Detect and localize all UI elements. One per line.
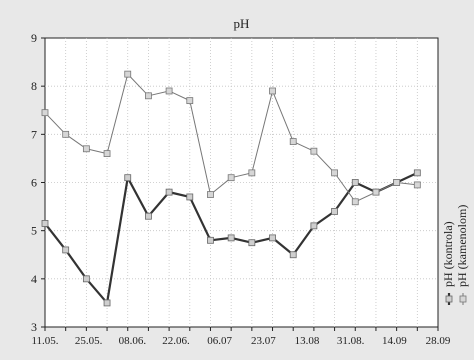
x-tick-label: 06.07 [207,335,232,347]
data-point [103,150,111,158]
y-tick-label: 6 [31,176,37,190]
x-tick-label: 22.06. [162,335,190,347]
y-tick-label: 5 [31,224,37,238]
data-point [145,212,152,220]
legend-marker [459,295,467,303]
y-tick-label: 4 [31,272,37,286]
data-point [186,193,194,201]
chart-title: pH [234,16,250,31]
data-point [289,138,297,145]
data-point [62,130,70,138]
data-point [186,97,194,105]
data-point [41,109,49,117]
data-point [165,87,173,95]
y-tick-label: 3 [31,320,37,334]
data-point [310,222,318,230]
x-tick-label: 08.06. [119,335,147,347]
data-point [41,220,49,227]
data-point [248,239,256,247]
data-point [124,70,132,78]
data-point [145,92,152,100]
data-point [82,145,90,153]
data-point [393,179,401,186]
data-point [82,275,90,283]
y-tick-label: 9 [31,31,37,45]
data-point [310,147,318,155]
legend-marker [445,295,453,303]
data-point [227,174,235,182]
legend: pH (kontrola) pH (kamenolom) [441,205,469,305]
legend-label: pH (kamenolom) [455,205,469,287]
x-tick-label: 13.08 [295,335,320,347]
data-point [207,236,214,244]
y-axis: 3 4 5 6 7 8 9 [31,31,45,334]
data-point [372,188,380,196]
data-point [269,87,276,95]
data-point [413,169,421,177]
data-point [227,234,235,242]
data-point [207,191,214,198]
x-tick-label: 31.08. [337,335,365,347]
x-tick-label: 25.05. [75,335,103,347]
data-point [289,251,297,259]
data-point [103,299,111,307]
x-tick-label: 23.07 [251,335,276,347]
y-tick-label: 7 [31,127,37,141]
data-point [269,234,276,242]
plot-area [44,37,439,328]
x-tick-label: 28.09 [426,335,451,347]
data-point [413,181,421,189]
data-point [331,169,338,177]
data-point [331,207,338,215]
data-point [124,174,132,182]
data-point [248,169,256,177]
x-tick-label: 14.09 [382,335,407,347]
data-point [351,179,359,186]
legend-label: pH (kontrola) [441,221,455,287]
data-point [351,198,359,206]
data-point [165,188,173,196]
x-tick-label: 11.05. [31,335,58,347]
series-group [41,70,421,307]
x-axis: 11.05. 25.05. 08.06. 22.06. 06.07 23.07 13.08 3… [31,327,451,347]
data-point [62,246,70,254]
y-tick-label: 8 [31,79,37,93]
